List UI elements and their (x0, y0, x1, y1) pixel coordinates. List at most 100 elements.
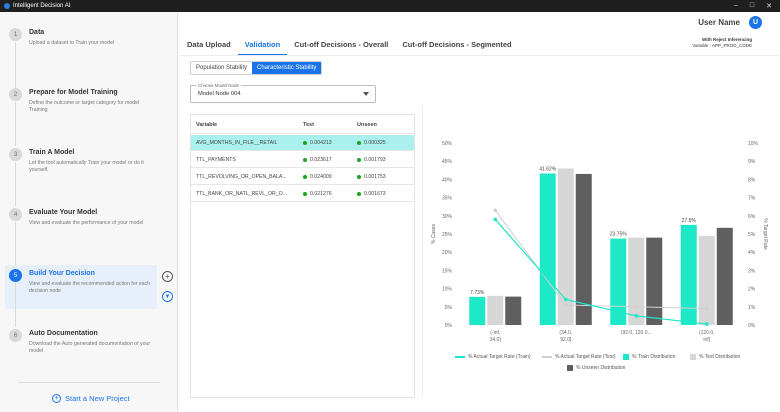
x-tick-label: 34.0] (490, 337, 502, 343)
cell-variable: TTL_PAYMENTS (196, 157, 236, 163)
reject-note-title: With Reject Inferencing (702, 37, 752, 42)
legend-train-distribution[interactable]: % Train Distribution (623, 354, 675, 360)
table-row[interactable]: AVG_MONTHS_IN_FILE__RETAIL 0.004213 0.00… (191, 135, 414, 151)
bar-data-label: 23.75% (610, 232, 628, 238)
population-stability-button[interactable]: Population Stability (196, 65, 248, 71)
status-dot-icon (357, 174, 361, 179)
y-left-tick-label: 45% (442, 159, 453, 165)
cell-test: 0.024009 (303, 174, 332, 180)
maximize-icon[interactable]: □ (749, 2, 755, 9)
legend-line-swatch (542, 356, 552, 358)
step-description: Define the outcome or target category fo… (29, 100, 140, 113)
chart-bar (557, 168, 574, 325)
chart-bar (505, 296, 522, 325)
x-tick-label: inf] (703, 337, 710, 343)
tab-cutoff-segmented[interactable]: Cut-off Decisions - Segmented (402, 40, 512, 49)
bar-data-label: 7.73% (470, 290, 485, 296)
y-right-tick-label: 8% (748, 177, 756, 183)
legend-unseen-distribution[interactable]: % Unseen Distribution (567, 365, 625, 371)
main-tabs: Data Upload Validation Cut-off Decisions… (180, 38, 519, 56)
step-description: View and evaluate the recommended action… (29, 281, 151, 294)
cell-unseen: 0.001673 (357, 191, 386, 197)
step-number: 5 (9, 269, 22, 282)
close-icon[interactable]: ✕ (766, 3, 772, 10)
chart-bar (628, 237, 645, 325)
legend-test-distribution[interactable]: % Test Distribution (690, 354, 740, 360)
bar-data-label: 27.5% (682, 218, 697, 224)
target-rate-point (563, 303, 568, 307)
new-project-button[interactable]: + Start a New Project (52, 394, 130, 403)
step-connector (15, 42, 16, 90)
avatar[interactable]: U (749, 16, 762, 29)
y-left-tick-label: 10% (442, 287, 453, 293)
legend-swatch (690, 354, 696, 360)
y-right-tick-label: 7% (748, 196, 756, 202)
y-right-tick-label: 6% (748, 214, 756, 220)
step-number: 3 (9, 148, 22, 161)
y-right-tick-label: 3% (748, 268, 756, 274)
stability-toggle: Population Stability Characteristic Stab… (190, 61, 323, 75)
legend-target-train[interactable]: % Actual Target Rate (Train) (455, 354, 531, 360)
status-dot-icon (303, 191, 307, 196)
status-dot-icon (303, 140, 307, 145)
target-rate-line (494, 219, 707, 325)
table-row[interactable]: TTL_REVOLVING_OR_OPEN_BALA... 0.024009 0… (191, 169, 414, 185)
step-title: Build Your Decision (29, 270, 95, 277)
target-rate-point (704, 306, 709, 311)
step-title: Evaluate Your Model (29, 209, 98, 216)
add-node-icon[interactable]: + (162, 271, 173, 282)
user-name[interactable]: User Name (698, 18, 740, 27)
tab-validation[interactable]: Validation (237, 38, 288, 56)
y-left-tick-label: 25% (442, 232, 453, 238)
legend-swatch (567, 365, 573, 371)
y-right-axis-label: % Target Rate (762, 218, 768, 250)
reject-note-variable: Variable : APP_PROD_CODE (692, 43, 752, 48)
target-rate-line (494, 210, 707, 310)
tab-data-upload[interactable]: Data Upload (187, 40, 231, 49)
cell-unseen: 0.000325 (357, 140, 386, 146)
legend-target-test[interactable]: % Actual Target Rate (Test) (542, 354, 616, 360)
new-project-label: Start a New Project (65, 394, 130, 403)
status-dot-icon (303, 174, 307, 179)
status-dot-icon (357, 191, 361, 196)
header-unseen: Unseen (357, 122, 377, 128)
chart-bar (646, 237, 663, 325)
target-rate-point (634, 314, 639, 318)
table-header: Variable Test Unseen (191, 115, 414, 134)
header-variable: Variable (196, 122, 218, 128)
target-rate-point (704, 322, 709, 326)
cell-variable: TTL_BANK_OR_NATL_REVL_OR_O... (196, 191, 288, 197)
y-left-tick-label: 5% (445, 305, 453, 311)
step-description: Let the tool automatically Train your mo… (29, 160, 144, 173)
cell-variable: AVG_MONTHS_IN_FILE__RETAIL (196, 140, 278, 146)
y-left-tick-label: 20% (442, 250, 453, 256)
y-left-tick-label: 50% (442, 141, 453, 147)
y-right-tick-label: 2% (748, 287, 756, 293)
download-icon[interactable]: ▼ (162, 291, 173, 302)
status-dot-icon (303, 157, 307, 162)
app-logo-icon (4, 3, 10, 9)
table-row[interactable]: TTL_BANK_OR_NATL_REVL_OR_O... 0.021276 0… (191, 186, 414, 202)
minimize-icon[interactable]: – (733, 2, 738, 9)
characteristic-stability-button[interactable]: Characteristic Stability (252, 62, 322, 74)
step-connector (15, 162, 16, 206)
legend-swatch (623, 354, 629, 360)
x-tick-label: (92.0, 120.0... (621, 330, 652, 336)
table-row[interactable]: TTL_PAYMENTS 0.023617 0.001793 (191, 152, 414, 168)
active-step-highlight (5, 265, 157, 309)
bar-data-label: 41.62% (539, 167, 557, 173)
cell-test: 0.021276 (303, 191, 332, 197)
model-node-select[interactable]: Choose Model Node Model Node 004 (190, 83, 376, 103)
tab-cutoff-overall[interactable]: Cut-off Decisions - Overall (294, 40, 389, 49)
window-controls: – □ ✕ (734, 2, 780, 10)
y-right-tick-label: 9% (748, 159, 756, 165)
sidebar-divider (18, 382, 160, 383)
step-description: View and evaluate the performance of you… (29, 220, 144, 226)
target-rate-point (493, 217, 498, 222)
y-right-tick-label: 5% (748, 232, 756, 238)
chart-bar (539, 173, 556, 325)
step-title: Train A Model (29, 149, 75, 156)
title-bar: Intelligent Decision AI – □ ✕ (0, 0, 780, 12)
step-connector (15, 283, 16, 327)
y-right-tick-label: 10% (748, 141, 759, 147)
